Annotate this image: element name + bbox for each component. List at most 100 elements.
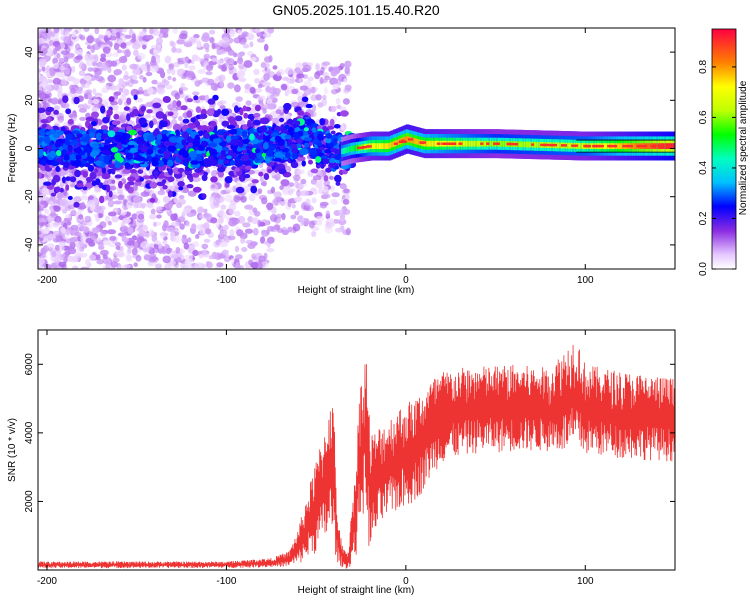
- heatmap-noise-cell: [111, 216, 119, 223]
- heatmap-cell: [309, 147, 318, 156]
- heatmap-noise-cell: [292, 174, 301, 182]
- heatmap-noise-cell: [52, 63, 60, 69]
- heatmap-noise-cell: [216, 262, 224, 268]
- heatmap-noise-cell: [87, 99, 94, 105]
- heatmap-noise-cell: [52, 221, 62, 226]
- heatmap-cell: [177, 181, 185, 187]
- heatmap-noise-cell: [111, 104, 119, 111]
- heatmap-cell: [334, 174, 342, 183]
- heatmap-cell: [124, 183, 131, 190]
- heatmap-noise-cell: [120, 42, 127, 49]
- heatmap-noise-cell: [276, 228, 284, 233]
- heatmap-noise-cell: [312, 190, 318, 195]
- heatmap-cell: [297, 110, 305, 116]
- heatmap-cell: [292, 131, 301, 140]
- heatmap-noise-cell: [38, 71, 41, 79]
- heatmap-cell: [224, 182, 230, 188]
- heatmap-cell: [65, 184, 70, 191]
- figure-title: GN05.2025.101.15.40.R20: [272, 2, 440, 18]
- heatmap-noise-cell: [178, 195, 185, 200]
- heatmap-noise-cell: [102, 46, 111, 54]
- heatmap-cell: [113, 113, 120, 120]
- heatmap-noise-cell: [78, 33, 83, 40]
- heatmap-noise-cell: [140, 202, 147, 208]
- heatmap-noise-cell: [203, 53, 211, 60]
- heatmap-cell: [52, 174, 61, 183]
- heatmap-noise-cell: [38, 258, 45, 265]
- heatmap-noise-cell: [221, 63, 227, 72]
- heatmap-cell: [151, 160, 159, 167]
- heatmap-noise-cell: [143, 254, 152, 261]
- heatmap-noise-cell: [321, 185, 329, 193]
- heatmap-cell: [85, 176, 94, 183]
- heatmap-cell: [305, 103, 313, 109]
- heatmap-cell: [114, 134, 124, 143]
- heatmap-cell: [91, 143, 100, 150]
- heatmap-noise-cell: [247, 242, 256, 249]
- heatmap-noise-cell: [170, 254, 179, 259]
- heatmap-noise-cell: [116, 252, 125, 258]
- heatmap-noise-cell: [250, 57, 257, 62]
- heatmap-noise-cell: [219, 230, 224, 237]
- heatmap-noise-cell: [225, 186, 234, 193]
- heatmap-noise-cell: [324, 225, 334, 234]
- heatmap-noise-cell: [256, 95, 266, 101]
- heatmap-cell: [323, 175, 329, 182]
- heatmap-noise-cell: [218, 216, 224, 224]
- heatmap-noise-cell: [342, 98, 350, 105]
- heatmap-noise-cell: [134, 201, 144, 209]
- heatmap-cell: [226, 155, 232, 160]
- heatmap-cell: [335, 181, 341, 186]
- heatmap-noise-cell: [53, 28, 60, 34]
- heatmap-noise-cell: [335, 227, 344, 233]
- heatmap-noise-cell: [80, 194, 88, 201]
- heatmap-noise-cell: [52, 57, 59, 63]
- heatmap-cell: [224, 176, 233, 184]
- heatmap-cell: [304, 142, 310, 148]
- heatmap-noise-cell: [310, 178, 317, 185]
- heatmap-cell: [201, 193, 207, 199]
- heatmap-noise-cell: [316, 119, 321, 124]
- heatmap-noise-cell: [175, 48, 182, 54]
- heatmap-noise-cell: [178, 115, 183, 122]
- heatmap-cell: [110, 147, 118, 153]
- heatmap-noise-cell: [59, 28, 64, 36]
- heatmap-noise-cell: [144, 114, 152, 119]
- heatmap-noise-cell: [79, 116, 87, 121]
- heatmap-noise-cell: [344, 60, 352, 68]
- heatmap-cell: [167, 111, 174, 117]
- heatmap-noise-cell: [174, 221, 179, 228]
- heatmap-noise-cell: [116, 31, 121, 39]
- heatmap-cell: [182, 131, 189, 138]
- heatmap-noise-cell: [260, 62, 267, 69]
- heatmap-noise-cell: [238, 265, 244, 269]
- heatmap-noise-cell: [315, 181, 323, 189]
- heatmap-cell: [210, 121, 217, 127]
- heatmap-cell: [123, 106, 130, 111]
- heatmap-cell: [127, 176, 136, 182]
- heatmap-noise-cell: [112, 52, 120, 57]
- heatmap-cell: [178, 186, 184, 191]
- heatmap-cell: [95, 160, 102, 167]
- heatmap-noise-cell: [120, 221, 126, 228]
- heatmap-noise-cell: [266, 202, 274, 211]
- heatmap-noise-cell: [127, 226, 134, 234]
- heatmap-noise-cell: [205, 228, 212, 235]
- heatmap-noise-cell: [342, 208, 351, 215]
- heatmap-cell: [250, 185, 258, 194]
- heatmap-noise-cell: [94, 28, 100, 35]
- heatmap-noise-cell: [53, 205, 61, 212]
- heatmap-cell: [234, 115, 243, 122]
- heatmap-noise-cell: [287, 189, 294, 196]
- heatmap-noise-cell: [154, 30, 161, 36]
- heatmap-cell: [186, 98, 193, 103]
- heatmap-noise-cell: [136, 236, 145, 244]
- heatmap-cell: [65, 133, 74, 141]
- heatmap-noise-cell: [75, 55, 83, 60]
- heatmap-noise-cell: [98, 245, 105, 250]
- heatmap-cell: [194, 134, 201, 143]
- heatmap-noise-cell: [214, 78, 219, 84]
- heatmap-noise-cell: [199, 253, 204, 259]
- heatmap-cell: [234, 167, 240, 172]
- heatmap-noise-cell: [245, 100, 252, 106]
